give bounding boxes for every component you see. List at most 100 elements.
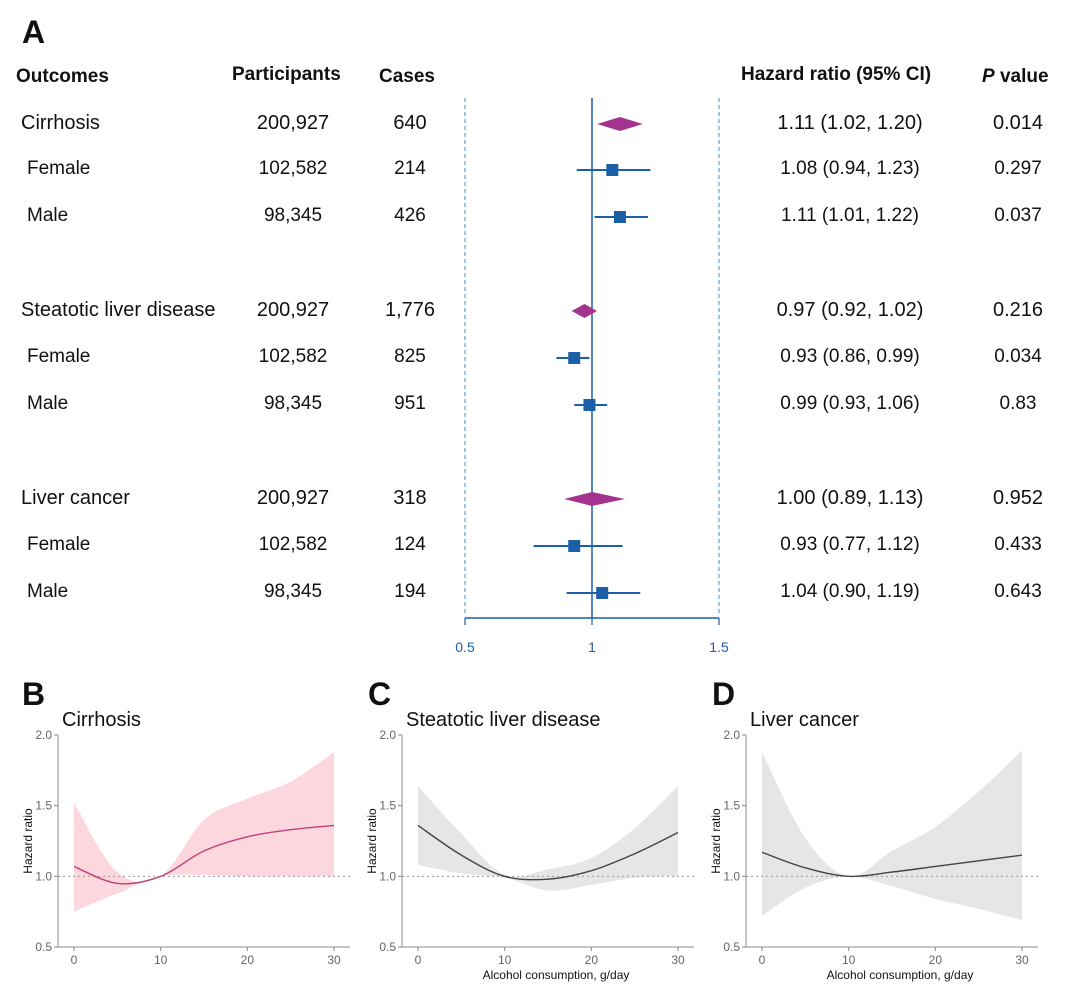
row-cases: 951	[394, 393, 426, 414]
row-cases: 124	[394, 534, 426, 555]
row-participants: 98,345	[263, 581, 323, 602]
row-hr-text: 0.93 (0.86, 0.99)	[780, 346, 920, 367]
curve-title: Steatotic liver disease	[406, 709, 601, 731]
row-cases: 318	[393, 487, 427, 509]
y-tick-label: 1.0	[723, 869, 740, 883]
row-label: Cirrhosis	[21, 112, 100, 134]
forest-plot: 0.5 1 1.5	[455, 98, 729, 655]
row-p-value: 0.643	[994, 581, 1042, 602]
row-hr-text: 1.08 (0.94, 1.23)	[780, 158, 920, 179]
row-p-value: 0.433	[994, 534, 1042, 555]
hazard-curve	[761, 851, 1023, 878]
point-estimate-square	[613, 211, 626, 223]
y-tick-label: 0.5	[379, 940, 396, 954]
header-participants: Participants	[232, 64, 341, 85]
row-hr-text: 1.11 (1.02, 1.20)	[777, 112, 923, 134]
row-hr-text: 1.00 (0.89, 1.13)	[776, 487, 924, 509]
row-label: Female	[27, 534, 91, 555]
hazard-curve	[73, 824, 335, 885]
row-hr-text: 0.99 (0.93, 1.06)	[780, 393, 920, 414]
row-p-value: 0.83	[999, 393, 1037, 414]
forest-tick-label: 1	[588, 639, 596, 655]
y-tick-label: 1.5	[35, 799, 52, 813]
x-tick-label: 20	[585, 953, 599, 967]
curve-title: Cirrhosis	[62, 709, 141, 731]
row-hr-text: 0.97 (0.92, 1.02)	[776, 299, 924, 321]
row-participants: 102,582	[258, 158, 328, 179]
y-tick-label: 2.0	[379, 728, 396, 742]
row-participants: 102,582	[258, 346, 328, 367]
header-p-word: value	[994, 66, 1049, 87]
row-label: Female	[27, 158, 91, 179]
point-estimate-square	[606, 164, 619, 176]
row-cases: 825	[394, 346, 426, 367]
y-tick-label: 1.0	[379, 869, 396, 883]
y-axis-label: Hazard ratio	[365, 808, 379, 874]
header-hazard-ratio: Hazard ratio (95% CI)	[741, 64, 932, 85]
row-cases: 426	[394, 205, 426, 226]
y-axis-label: Hazard ratio	[709, 808, 723, 874]
row-p-value: 0.216	[992, 299, 1044, 321]
panel-letter-d: D	[712, 676, 736, 712]
row-label: Female	[27, 346, 91, 367]
row-hr-text: 1.04 (0.90, 1.19)	[780, 581, 920, 602]
header-outcomes: Outcomes	[16, 66, 109, 87]
row-p-value: 0.297	[994, 158, 1042, 179]
forest-tick-label: 0.5	[455, 639, 475, 655]
x-tick-label: 30	[671, 953, 685, 967]
row-p-value: 0.952	[992, 487, 1044, 509]
y-tick-label: 2.0	[35, 728, 52, 742]
x-tick-label: 10	[154, 953, 168, 967]
row-p-value: 0.037	[994, 205, 1042, 226]
x-tick-label: 30	[327, 953, 341, 967]
panel-letter-c: C	[368, 676, 392, 712]
summary-diamond	[564, 492, 626, 506]
row-label: Male	[27, 393, 69, 414]
cirrhosis-curve-chart: Cirrhosis 0.5 1.0 1.5 2.0 0 10 20 30 Hazard ratio	[21, 709, 350, 967]
point-estimate-square	[596, 587, 609, 599]
forest-tick-label: 1.5	[709, 639, 729, 655]
row-cases: 1,776	[384, 299, 436, 321]
point-estimate-square	[583, 399, 596, 411]
row-p-value: 0.034	[994, 346, 1042, 367]
header-p-letter: P	[982, 66, 995, 87]
point-estimate-square	[568, 352, 581, 364]
steatotic-curve-chart: Steatotic liver disease 0.5 1.0 1.5 2.0 0 10 20…	[365, 709, 694, 982]
row-label: Male	[27, 205, 69, 226]
header-p-value: P value	[982, 66, 1049, 88]
row-p-value: 0.014	[992, 112, 1044, 134]
confidence-band	[418, 785, 678, 891]
summary-diamond	[597, 117, 643, 131]
y-tick-label: 0.5	[723, 940, 740, 954]
confidence-band	[74, 751, 334, 912]
row-participants: 98,345	[263, 393, 323, 414]
row-hr-text: 0.93 (0.77, 1.12)	[780, 534, 920, 555]
panel-letter-a: A	[22, 14, 46, 50]
y-tick-label: 1.5	[379, 799, 396, 813]
row-participants: 98,345	[263, 205, 323, 226]
point-estimate-square	[568, 540, 581, 552]
row-hr-text: 1.11 (1.01, 1.22)	[780, 205, 920, 226]
y-axis-label: Hazard ratio	[21, 808, 35, 874]
y-tick-label: 1.0	[35, 869, 52, 883]
row-label: Liver cancer	[21, 487, 130, 509]
x-tick-label: 0	[415, 953, 422, 967]
x-axis-label: Alcohol consumption, g/day	[827, 968, 974, 982]
liver-cancer-curve-chart: Liver cancer 0.5 1.0 1.5 2.0 0 10 20 30 Hazard ra…	[709, 709, 1038, 982]
x-tick-label: 30	[1015, 953, 1029, 967]
y-tick-label: 1.5	[723, 799, 740, 813]
row-participants: 200,927	[256, 487, 330, 509]
row-participants: 200,927	[256, 112, 330, 134]
panel-letter-b: B	[22, 676, 46, 712]
y-tick-label: 0.5	[35, 940, 52, 954]
x-tick-label: 0	[71, 953, 78, 967]
x-axis-label: Alcohol consumption, g/day	[483, 968, 630, 982]
x-tick-label: 0	[759, 953, 766, 967]
y-tick-label: 2.0	[723, 728, 740, 742]
row-cases: 194	[394, 581, 426, 602]
row-participants: 102,582	[258, 534, 328, 555]
row-label: Steatotic liver disease	[21, 299, 216, 321]
summary-diamond	[571, 304, 598, 318]
x-tick-label: 20	[929, 953, 943, 967]
row-participants: 200,927	[256, 299, 330, 321]
